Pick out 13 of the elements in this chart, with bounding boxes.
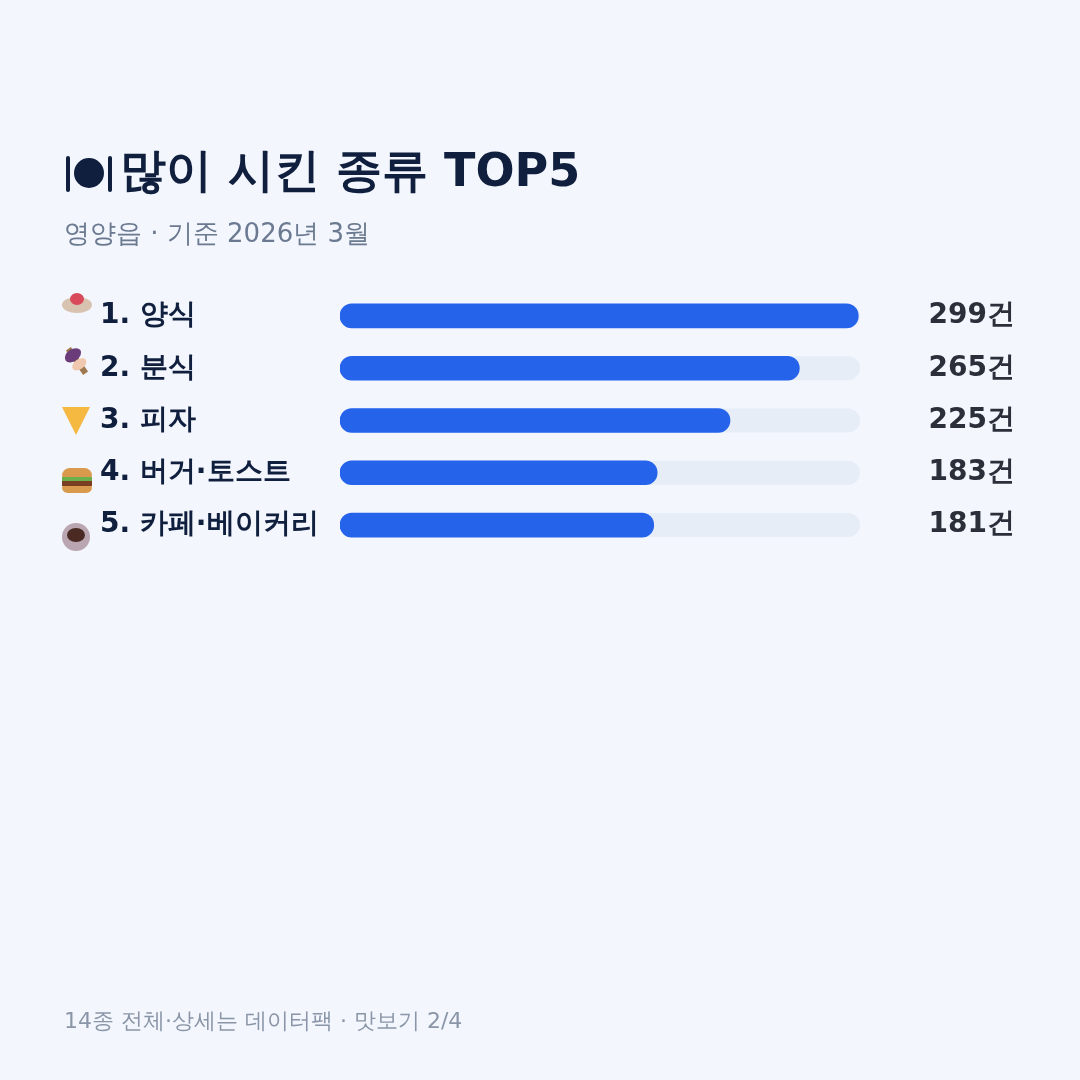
text: 14종 전체·상세는 데이터팩 · 맛보기 2/4 bbox=[64, 1007, 463, 1035]
y-tick-label: 2. 분식 bbox=[100, 349, 196, 383]
y-tick-label: 1. 양식 bbox=[100, 297, 196, 331]
y-tick-label: 4. 버거·토스트 bbox=[100, 454, 291, 488]
data-label: 225건 bbox=[928, 401, 1015, 435]
data-label: 181건 bbox=[928, 506, 1015, 540]
data-label: 265건 bbox=[928, 349, 1015, 383]
y-tick-label: 5. 카페·베이커리 bbox=[100, 506, 319, 540]
data-label: 183건 bbox=[928, 454, 1015, 488]
y-tick-label: 3. 피자 bbox=[100, 401, 196, 435]
chart-subtitle: 영양읍 · 기준 2026년 3월 bbox=[64, 217, 371, 250]
data-label: 299건 bbox=[928, 297, 1015, 331]
chart-title: 많이 시킨 종류 TOP5 bbox=[120, 142, 581, 199]
